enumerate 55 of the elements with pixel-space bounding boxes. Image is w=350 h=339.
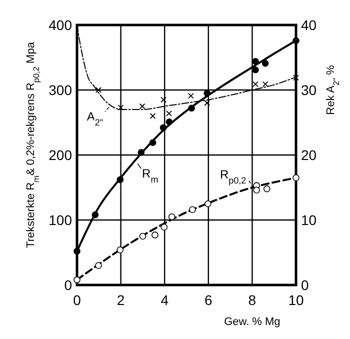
point: [152, 232, 158, 238]
y2-tick-label: 10: [301, 212, 317, 228]
y2-tick-label: 40: [301, 17, 317, 33]
point: [189, 206, 196, 213]
point: [160, 224, 168, 231]
series-label: R$_{m}$: [142, 166, 158, 185]
point: [118, 104, 124, 110]
y-tick-label: 100: [48, 212, 72, 228]
point: [166, 110, 172, 116]
point: [188, 92, 194, 99]
point: [74, 248, 80, 255]
point: [262, 81, 268, 88]
point: [166, 118, 173, 126]
x-tick-label: 2: [116, 292, 125, 308]
y-tick-label: 0: [64, 277, 72, 293]
y2-tick-label: 30: [301, 82, 317, 98]
point: [252, 81, 258, 88]
point: [252, 58, 259, 65]
x-tick-label: 4: [160, 292, 169, 308]
point: [150, 113, 156, 119]
point: [188, 104, 195, 112]
y-tick-label: 300: [48, 82, 72, 98]
point: [95, 262, 102, 269]
point: [116, 246, 124, 254]
point: [252, 66, 259, 74]
point: [139, 232, 146, 240]
point: [204, 90, 210, 97]
point: [160, 124, 167, 132]
point: [204, 200, 212, 208]
y2-tick-label: 0: [301, 277, 309, 293]
point: [253, 186, 260, 194]
point: [292, 37, 300, 44]
y-tick-label: 200: [48, 147, 72, 163]
point: [96, 87, 102, 93]
point: [116, 176, 124, 184]
x-tick-label: 6: [204, 292, 212, 308]
x-axis-title: Gew. % Mg: [224, 316, 280, 328]
point: [293, 74, 299, 81]
point: [204, 100, 210, 106]
x-tick-label: 10: [288, 292, 304, 308]
point: [139, 103, 146, 110]
y2-tick-label: 20: [301, 147, 317, 163]
point: [138, 149, 145, 156]
point: [168, 213, 176, 220]
point: [92, 211, 99, 218]
point: [74, 276, 80, 284]
point: [292, 174, 300, 182]
legend-label: R$_{p0,2}$: [220, 168, 246, 186]
point: [149, 139, 156, 146]
point: [160, 96, 166, 103]
x-tick-label: 8: [248, 292, 256, 308]
point: [263, 185, 270, 192]
point: [262, 60, 269, 67]
y-tick-label: 400: [48, 17, 72, 33]
legend-label: A$_{2"}$: [86, 110, 104, 128]
